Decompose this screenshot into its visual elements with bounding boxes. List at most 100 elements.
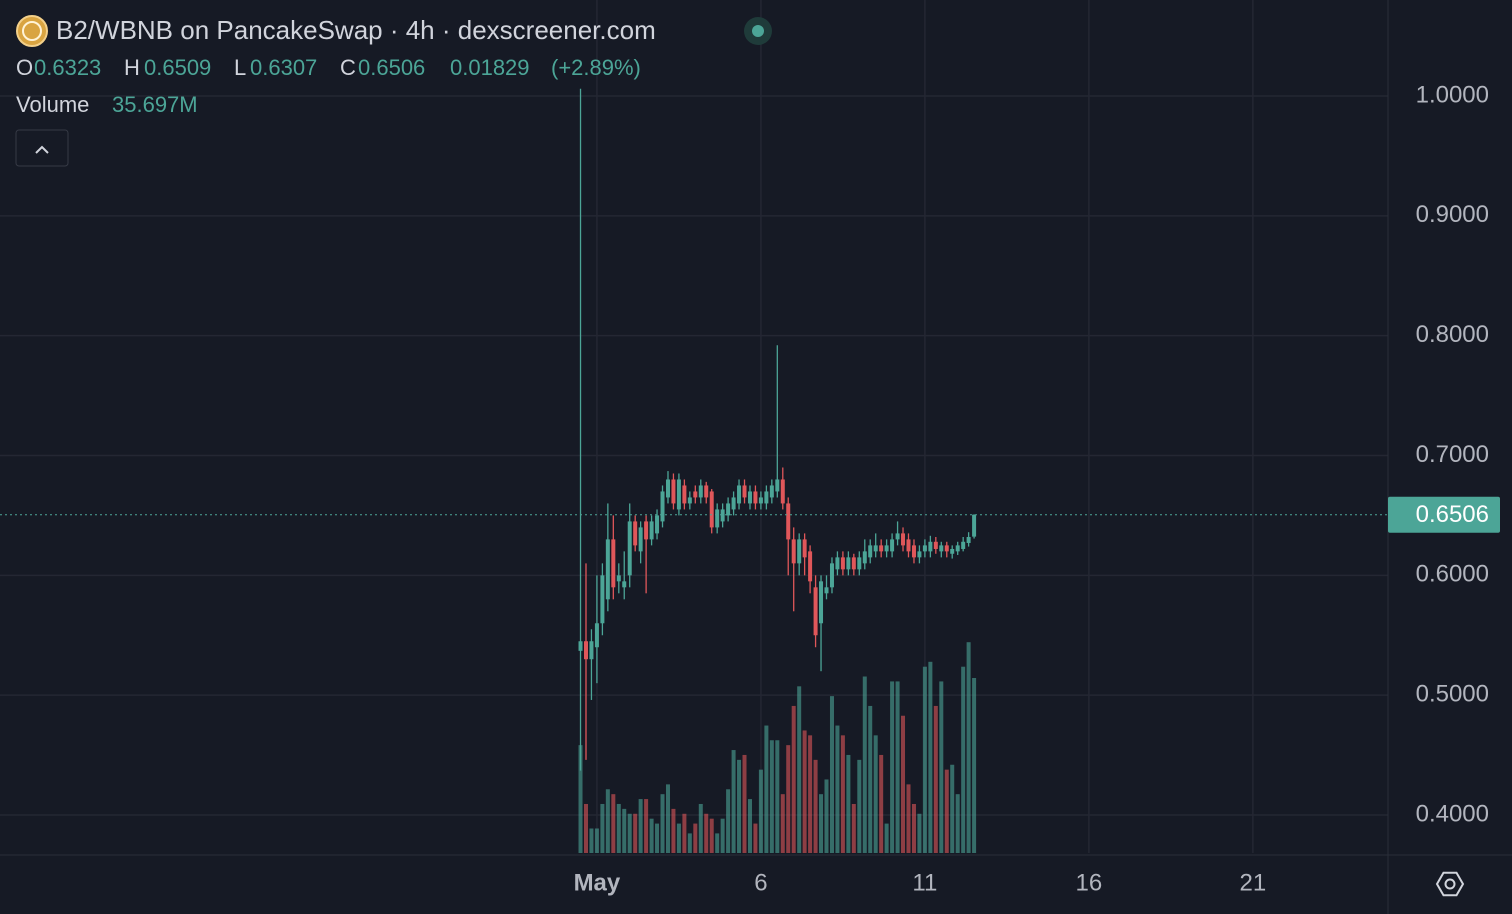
volume-bar bbox=[676, 823, 681, 853]
collapse-button[interactable] bbox=[15, 129, 69, 167]
volume-bar bbox=[824, 779, 829, 853]
volume-bar bbox=[753, 823, 758, 853]
candle-body bbox=[660, 491, 665, 522]
volume-bar bbox=[879, 754, 884, 853]
token-icon bbox=[22, 21, 42, 41]
candle-body bbox=[720, 509, 725, 522]
y-tick-label: 0.8000 bbox=[1416, 321, 1489, 348]
y-tick-label: 0.5000 bbox=[1416, 681, 1489, 708]
candle-body bbox=[835, 557, 840, 570]
volume-bar bbox=[939, 681, 944, 853]
volume-bar bbox=[846, 754, 851, 853]
volume-bar bbox=[698, 803, 703, 853]
candle-body bbox=[731, 497, 736, 510]
volume-bar bbox=[797, 686, 802, 853]
volume-bar bbox=[644, 799, 649, 853]
candle-body bbox=[829, 563, 834, 588]
volume-bar bbox=[747, 799, 752, 853]
candle-body bbox=[627, 521, 632, 576]
volume-bar bbox=[715, 833, 720, 853]
ohlc-value: 0.6323 bbox=[34, 55, 101, 80]
change-percent: (+2.89%) bbox=[551, 55, 641, 80]
volume-bar bbox=[775, 740, 780, 853]
y-tick-label: 0.6000 bbox=[1416, 561, 1489, 588]
y-tick-label: 0.4000 bbox=[1416, 800, 1489, 827]
live-indicator bbox=[752, 25, 764, 37]
y-tick-label: 1.0000 bbox=[1416, 81, 1489, 108]
candle-body bbox=[622, 581, 627, 588]
settings-button[interactable] bbox=[1435, 871, 1465, 897]
volume-bar bbox=[737, 759, 742, 853]
volume-bar bbox=[786, 745, 791, 853]
chart-title: B2/WBNB on PancakeSwap · 4h · dexscreene… bbox=[56, 15, 656, 45]
volume-bar bbox=[808, 735, 813, 853]
candle-body bbox=[928, 541, 933, 552]
volume-bar bbox=[671, 808, 676, 853]
candle-body bbox=[611, 539, 616, 588]
candle-body bbox=[901, 533, 906, 546]
candle-body bbox=[922, 545, 927, 552]
volume-bar bbox=[638, 799, 643, 853]
x-tick-label: 11 bbox=[912, 869, 937, 896]
volume-bar bbox=[895, 681, 900, 853]
candle-body bbox=[594, 623, 599, 648]
candle-body bbox=[687, 497, 692, 504]
volume-bar bbox=[687, 833, 692, 853]
volume-bar bbox=[720, 818, 725, 853]
volume-bar bbox=[972, 678, 977, 853]
candle-body bbox=[895, 533, 900, 540]
y-tick-label: 0.7000 bbox=[1416, 441, 1489, 468]
settings-icon[interactable] bbox=[1444, 878, 1456, 890]
candle-body bbox=[911, 545, 916, 558]
candle-body bbox=[775, 479, 780, 492]
candle-body bbox=[868, 545, 873, 558]
candle-body bbox=[950, 548, 955, 554]
volume-bar bbox=[944, 769, 949, 853]
volume-bar bbox=[819, 794, 824, 853]
candle-body bbox=[726, 503, 731, 516]
x-tick-label: 6 bbox=[754, 869, 767, 896]
y-tick-label: 0.9000 bbox=[1416, 201, 1489, 228]
candle-body bbox=[758, 497, 763, 504]
volume-bar bbox=[917, 813, 922, 853]
ohlc-label: H bbox=[124, 55, 140, 80]
volume-bar bbox=[633, 813, 638, 853]
volume-bar bbox=[731, 750, 736, 853]
volume-bar bbox=[791, 705, 796, 853]
volume-bar bbox=[966, 642, 971, 853]
candle-body bbox=[665, 479, 670, 498]
candle-body bbox=[638, 527, 643, 552]
volume-bar bbox=[955, 794, 960, 853]
candle-body bbox=[737, 485, 742, 504]
volume-bar bbox=[835, 725, 840, 853]
candle-body bbox=[753, 491, 758, 504]
candle-body bbox=[715, 509, 720, 528]
collapse-icon[interactable] bbox=[35, 145, 49, 154]
volume-bar bbox=[649, 818, 654, 853]
x-tick-label: 16 bbox=[1076, 869, 1103, 896]
volume-bar bbox=[862, 676, 867, 853]
candle-body bbox=[644, 521, 649, 540]
change-value: 0.01829 bbox=[450, 55, 530, 80]
volume-bar bbox=[589, 828, 594, 853]
settings-icon[interactable] bbox=[1435, 871, 1465, 897]
candle-body bbox=[819, 581, 824, 624]
volume-bar bbox=[726, 789, 731, 853]
candle-body bbox=[649, 521, 654, 540]
volume-bar bbox=[857, 759, 862, 853]
volume-bar bbox=[709, 818, 714, 853]
candle-body bbox=[966, 536, 971, 543]
volume-bar bbox=[611, 794, 616, 853]
last-price-badge bbox=[1388, 496, 1500, 533]
volume-bar bbox=[829, 696, 834, 853]
candle-body bbox=[840, 557, 845, 570]
volume-bar bbox=[682, 813, 687, 853]
candle-body bbox=[961, 541, 966, 549]
volume-bar bbox=[605, 789, 610, 853]
candle-body bbox=[944, 545, 949, 552]
volume-bar bbox=[665, 784, 670, 853]
candle-layer bbox=[0, 88, 1388, 771]
volume-bar bbox=[901, 715, 906, 853]
volume-bar bbox=[868, 705, 873, 853]
candle-body bbox=[808, 551, 813, 582]
